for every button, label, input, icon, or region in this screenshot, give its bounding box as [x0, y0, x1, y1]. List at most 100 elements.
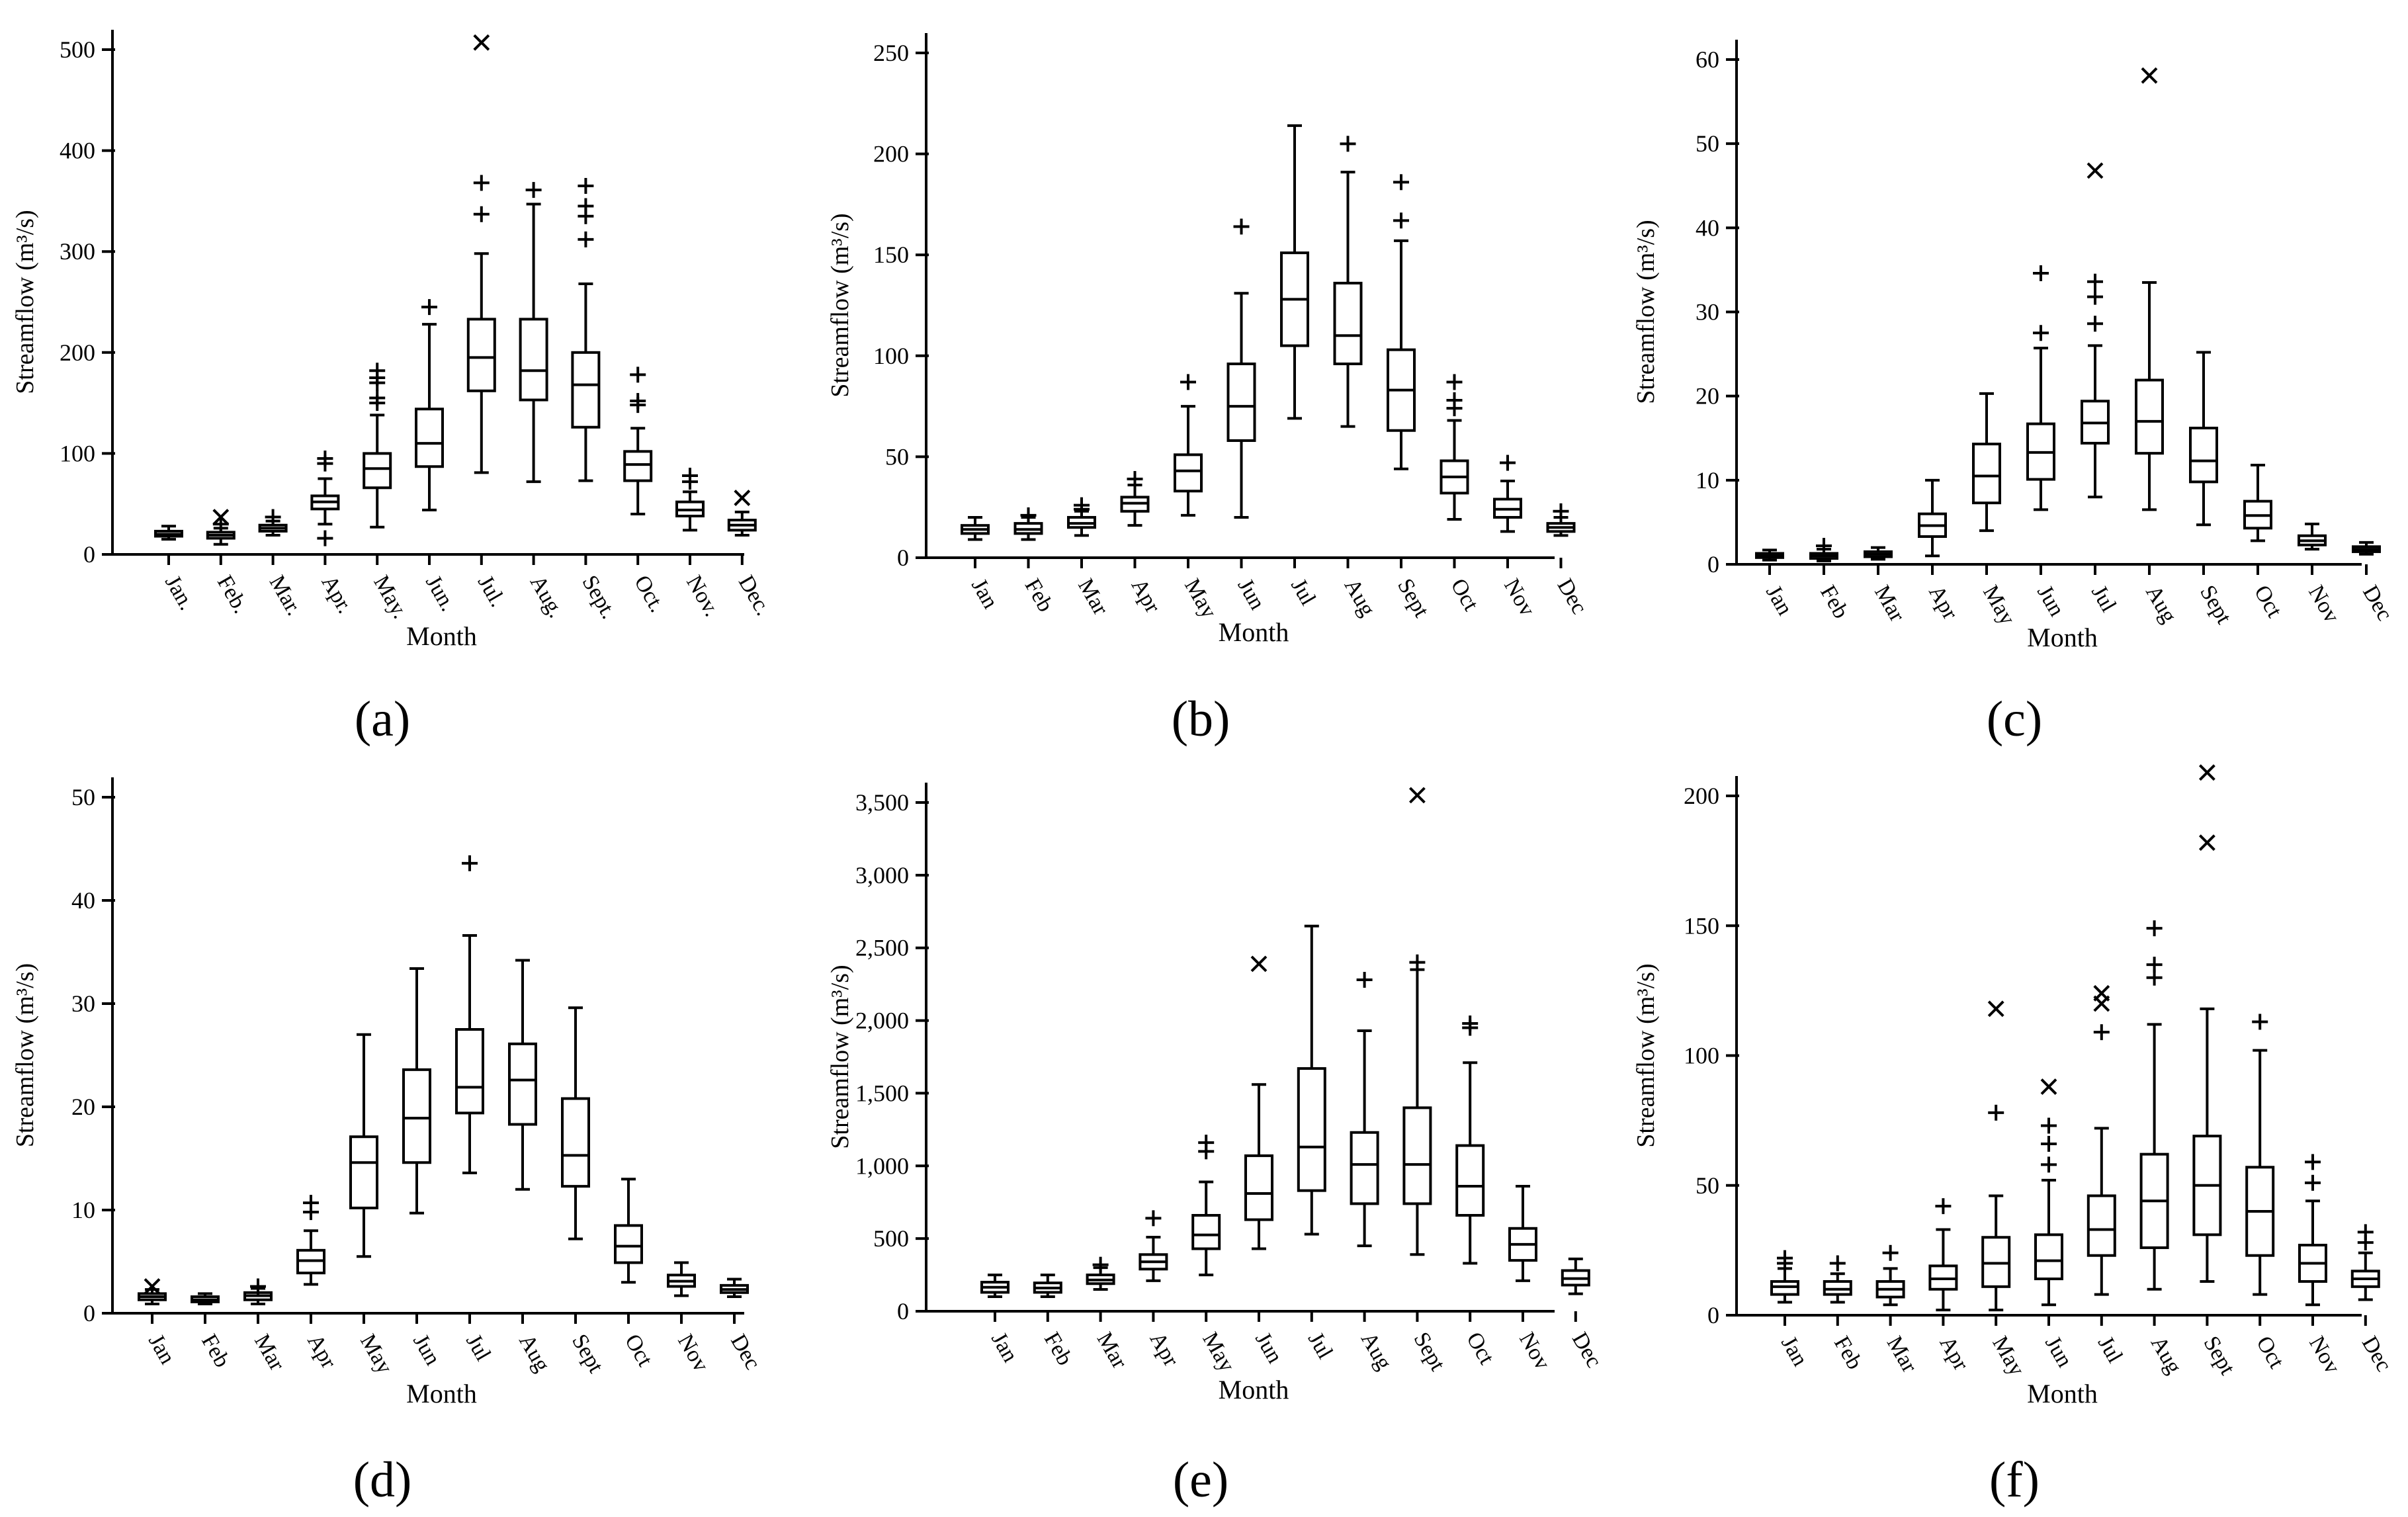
y-axis-label: Streamflow (m³/s)	[826, 213, 854, 397]
y-axis-label: Streamflow (m³/s)	[1632, 220, 1660, 404]
outlier-marker	[2305, 1174, 2321, 1191]
y-tick-label: 100	[1684, 1043, 1719, 1069]
chart-e: 0 500 1,000 1,500 2,000 2,500 3,000 3,500 Stream…	[826, 783, 1606, 1405]
iqr-box	[1297, 1067, 1326, 1192]
outlier-marker	[578, 178, 594, 195]
x-axis-label: Month	[406, 621, 477, 651]
outlier-marker	[1446, 374, 1463, 390]
y-tick-label: 150	[873, 241, 909, 268]
extreme-d2	[1987, 1000, 2004, 1018]
outlier-marker	[2087, 273, 2103, 290]
outlier-marker	[2087, 288, 2103, 305]
outlier-marker	[303, 1195, 319, 1211]
outlier-marker	[2305, 1154, 2321, 1170]
x-axis-label: Month	[1219, 1375, 1289, 1405]
iqr-box	[519, 318, 548, 402]
iqr-box	[402, 1068, 431, 1164]
panel-label-a: (a)	[355, 691, 410, 747]
y-tick-label: 40	[1696, 214, 1719, 241]
extreme-d2	[734, 490, 751, 506]
extreme-marker	[2093, 984, 2110, 1002]
iqr-box	[1350, 1131, 1379, 1205]
y-tick-label: 50	[885, 443, 909, 470]
x-axis-label: Month	[2027, 623, 2098, 652]
outlier-marker	[1340, 136, 1356, 152]
outlier-marker	[2357, 1224, 2374, 1240]
extreme-d2	[144, 1278, 161, 1295]
outlier-marker	[2041, 1135, 2057, 1152]
y-tick-label: 10	[1696, 467, 1719, 494]
outlier-marker	[578, 231, 594, 247]
outlier-marker	[1988, 1104, 2004, 1121]
extreme-d2	[2198, 834, 2215, 851]
outlier-marker	[630, 367, 646, 383]
extreme-marker	[2198, 764, 2215, 781]
y-tick-label: 150	[1684, 912, 1719, 939]
outlier-marker	[265, 509, 281, 525]
y-tick-label: 200	[1684, 783, 1719, 809]
extreme-d2	[473, 34, 490, 51]
iqr-box	[561, 1097, 590, 1188]
outlier-marker	[1409, 954, 1426, 971]
y-tick-label: 60	[1696, 46, 1719, 73]
box-may: May	[1972, 392, 2020, 629]
iqr-box	[1191, 1213, 1221, 1250]
outlier-marker	[1777, 1250, 1793, 1266]
outlier-marker	[630, 393, 646, 410]
outlier-marker	[682, 467, 698, 484]
iqr-box	[1174, 453, 1203, 493]
outlier-marker	[1553, 503, 1569, 519]
extreme-marker	[212, 509, 230, 525]
outlier-marker	[1829, 1255, 1846, 1272]
outlier-marker	[2093, 1024, 2110, 1041]
outlier-marker	[2146, 957, 2163, 973]
outlier-marker	[421, 299, 437, 316]
x-axis-label: Month	[406, 1379, 477, 1409]
iqr-box	[1226, 363, 1256, 442]
extreme-marker	[1987, 1000, 2004, 1018]
extreme-d2	[2198, 764, 2215, 781]
extreme-d2	[2093, 984, 2110, 1002]
iqr-box	[1402, 1106, 1432, 1205]
extreme-marker	[473, 34, 490, 51]
y-tick-label: 0	[1707, 1302, 1719, 1328]
y-tick-label: 50	[71, 784, 95, 810]
outlier-marker	[1180, 374, 1196, 390]
iqr-box	[466, 318, 496, 392]
outlier-marker	[1500, 455, 1516, 471]
box-aug: Aug	[2135, 67, 2181, 627]
extreme-marker	[2086, 162, 2104, 179]
iqr-box	[2135, 378, 2164, 455]
box-may: May	[1174, 374, 1221, 623]
y-tick-label: 50	[1696, 130, 1719, 157]
outlier-marker	[525, 182, 542, 198]
y-tick-label: 10	[71, 1197, 95, 1223]
outlier-marker	[1935, 1198, 1952, 1215]
iqr-box	[455, 1028, 484, 1115]
y-axis-label: Streamflow (m³/s)	[1632, 963, 1660, 1147]
box-may: May	[349, 1033, 397, 1378]
y-tick-label: 0	[83, 541, 95, 568]
outlier-marker	[250, 1278, 266, 1295]
outlier-marker	[1233, 218, 1250, 235]
outlier-marker	[2033, 325, 2049, 341]
panel-label-c: (c)	[1987, 691, 2042, 747]
iqr-box	[508, 1042, 537, 1126]
y-tick-label: 0	[83, 1300, 95, 1326]
y-tick-label: 500	[873, 1225, 909, 1252]
box-nov: Nov	[2298, 1154, 2344, 1378]
y-tick-label: 20	[1696, 383, 1719, 410]
extreme-d2	[1250, 955, 1268, 973]
y-tick-label: 200	[873, 141, 909, 167]
iqr-box	[1455, 1144, 1485, 1217]
y-tick-label: 500	[60, 36, 95, 63]
y-tick-label: 30	[71, 990, 95, 1017]
iqr-box	[2086, 1194, 2116, 1257]
y-tick-label: 200	[60, 339, 95, 366]
panel-label-e: (e)	[1173, 1452, 1228, 1508]
extreme-marker	[734, 490, 751, 506]
y-tick-label: 0	[897, 544, 909, 571]
extreme-d2	[212, 509, 230, 525]
